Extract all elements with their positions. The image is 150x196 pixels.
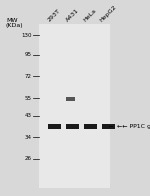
- Text: 34: 34: [24, 135, 31, 140]
- FancyBboxPatch shape: [102, 124, 115, 129]
- Text: HepG2: HepG2: [99, 4, 118, 23]
- Text: 95: 95: [24, 52, 31, 57]
- FancyBboxPatch shape: [84, 124, 97, 129]
- Text: 55: 55: [24, 95, 31, 101]
- FancyBboxPatch shape: [66, 124, 79, 129]
- Text: HeLa: HeLa: [83, 8, 98, 23]
- Text: MW
(KDa): MW (KDa): [6, 18, 24, 28]
- Text: 43: 43: [24, 113, 31, 118]
- FancyBboxPatch shape: [48, 124, 61, 129]
- Text: 26: 26: [24, 156, 31, 161]
- Text: 72: 72: [24, 74, 31, 79]
- Text: A431: A431: [65, 8, 80, 23]
- FancyBboxPatch shape: [66, 97, 75, 101]
- Text: 293T: 293T: [47, 8, 62, 23]
- Text: 130: 130: [21, 33, 32, 38]
- FancyBboxPatch shape: [39, 24, 110, 188]
- Text: ←← PP1C gamma: ←← PP1C gamma: [117, 124, 150, 129]
